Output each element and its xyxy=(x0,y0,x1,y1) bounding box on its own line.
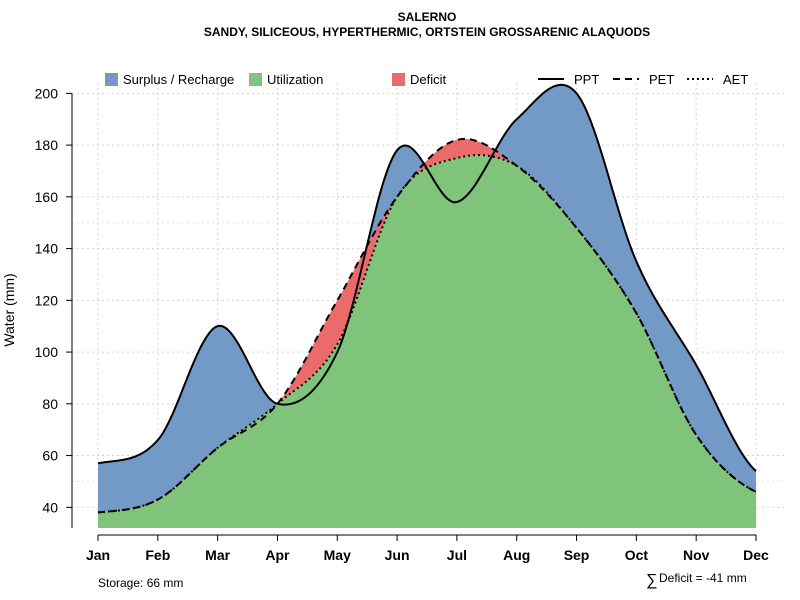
areas xyxy=(98,84,756,528)
legend-label-ppt: PPT xyxy=(574,72,599,87)
legend-swatch-utilization xyxy=(249,73,262,86)
y-tick-label-80: 80 xyxy=(42,396,58,412)
legend: Surplus / Recharge Utilization Deficit P… xyxy=(105,72,748,87)
chart-title: SALERNO xyxy=(398,10,457,24)
legend-label-pet: PET xyxy=(649,72,674,87)
legend-swatch-deficit xyxy=(392,73,405,86)
x-tick-label-apr: Apr xyxy=(265,547,290,563)
x-tick-label-dec: Dec xyxy=(743,547,769,563)
y-tick-label-160: 160 xyxy=(35,189,59,205)
y-axis-label: Water (mm) xyxy=(1,273,17,346)
y-tick-label-140: 140 xyxy=(35,241,59,257)
x-tick-label-may: May xyxy=(324,547,351,563)
x-tick-label-oct: Oct xyxy=(625,547,649,563)
x-tick-label-aug: Aug xyxy=(503,547,530,563)
legend-label-deficit: Deficit xyxy=(410,72,447,87)
x-tick-label-jan: Jan xyxy=(86,547,110,563)
y-tick-label-180: 180 xyxy=(35,137,59,153)
area-utilization xyxy=(98,155,756,528)
y-tick-label-200: 200 xyxy=(35,85,59,101)
legend-label-utilization: Utilization xyxy=(267,72,323,87)
lines xyxy=(97,83,757,514)
chart-subtitle: SANDY, SILICEOUS, HYPERTHERMIC, ORTSTEIN… xyxy=(204,25,650,39)
legend-label-surplus: Surplus / Recharge xyxy=(123,72,234,87)
y-tick-label-60: 60 xyxy=(42,448,58,464)
y-tick-label-100: 100 xyxy=(35,344,59,360)
x-tick-label-sep: Sep xyxy=(564,547,590,563)
y-tick-label-40: 40 xyxy=(42,499,58,515)
x-tick-label-mar: Mar xyxy=(205,547,230,563)
legend-label-aet: AET xyxy=(723,72,748,87)
deficit-label: Deficit = -41 mm xyxy=(659,571,747,585)
y-tick-label-120: 120 xyxy=(35,292,59,308)
x-tick-label-jul: Jul xyxy=(447,547,467,563)
legend-swatch-surplus xyxy=(105,73,118,86)
area-surplus-recharge xyxy=(98,84,756,513)
sum-icon: ∑ xyxy=(646,572,657,589)
x-tick-label-nov: Nov xyxy=(683,547,710,563)
x-tick-label-jun: Jun xyxy=(385,547,410,563)
line-pet xyxy=(97,137,757,514)
storage-label: Storage: 66 mm xyxy=(98,576,183,590)
x-tick-label-feb: Feb xyxy=(145,547,170,563)
axes: 40 60 80 100 120 140 160 180 200 Jan Feb Mar Apr May J… xyxy=(35,85,769,563)
